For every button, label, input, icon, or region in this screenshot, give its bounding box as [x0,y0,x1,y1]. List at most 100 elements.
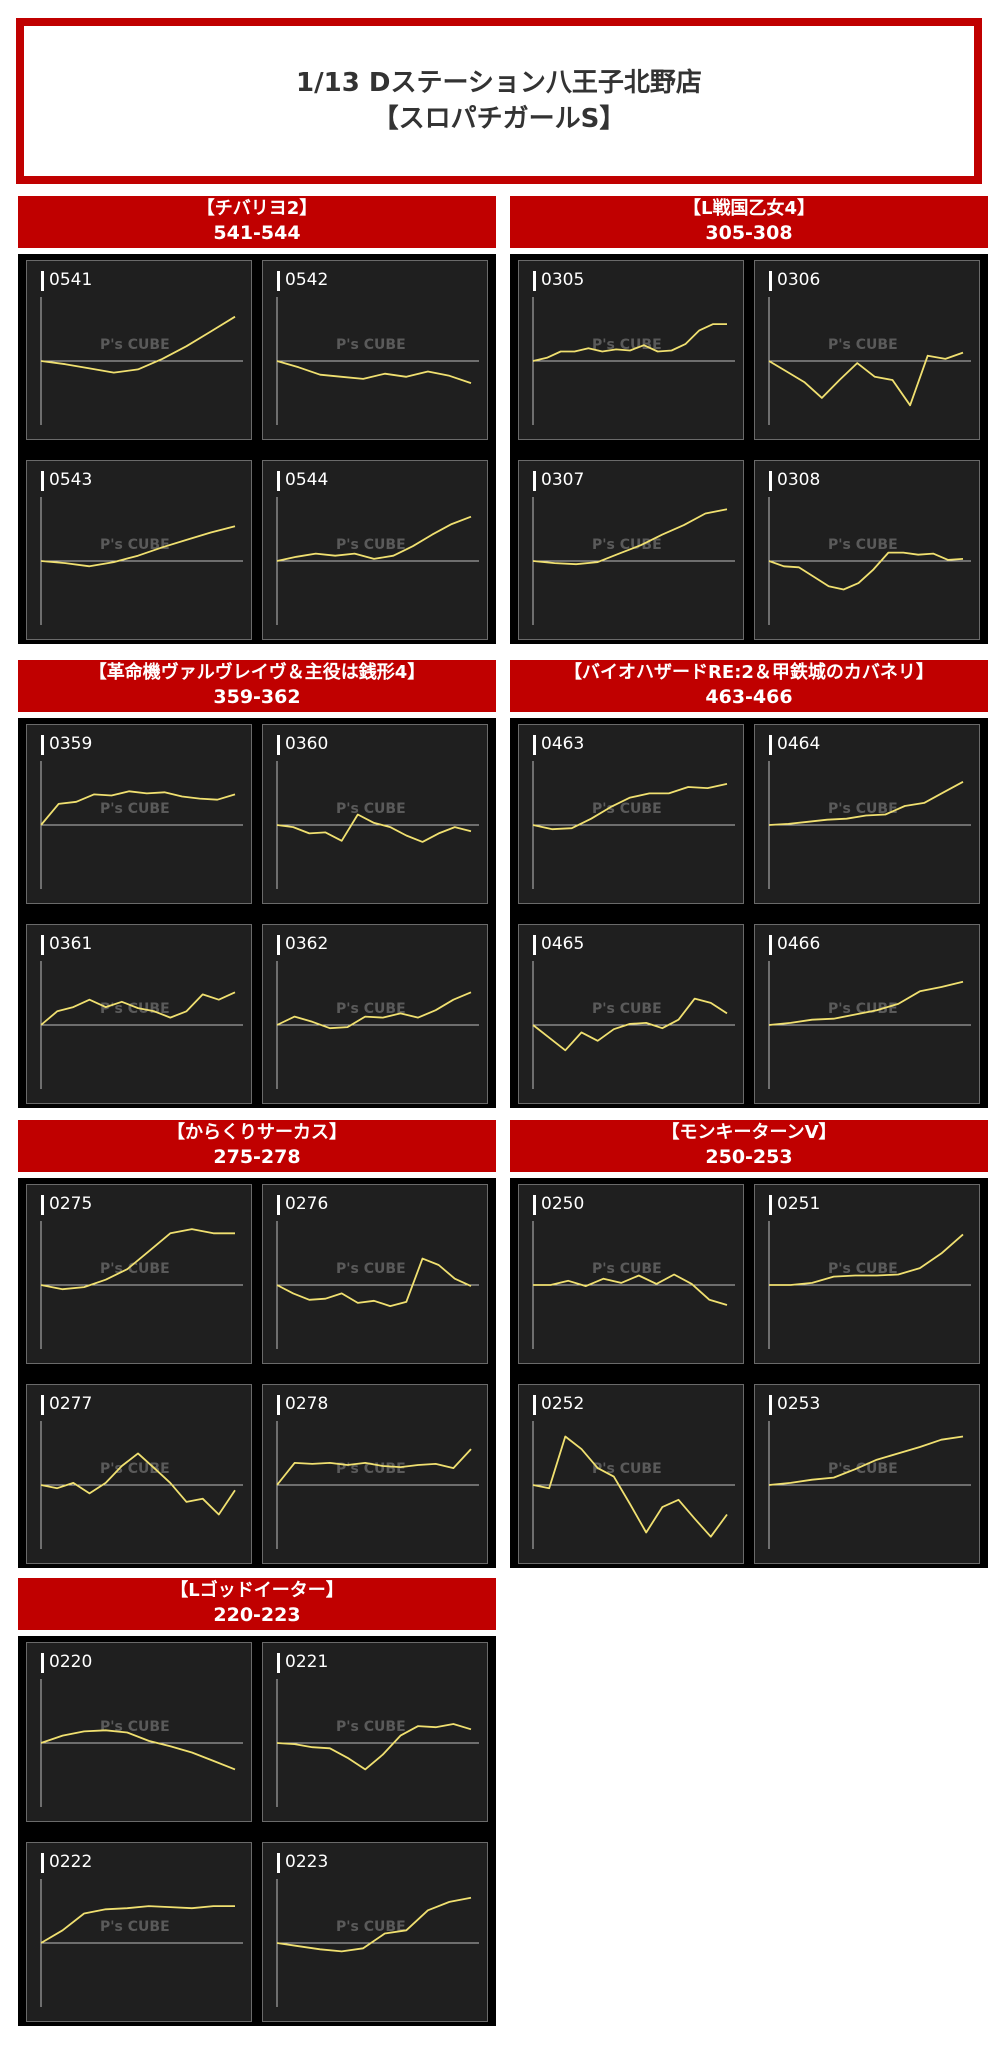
watermark-logo: P's CUBE [336,1719,406,1735]
machine-number: 0305 [541,270,585,290]
watermark-logo: P's CUBE [592,1001,662,1017]
group-range: 359-362 [213,686,301,708]
series-line-0359 [40,790,236,826]
group-name: 【チバリヨ2】 [196,198,318,219]
page-title-date-store: 1/13 Dステーション八王子北野店 [296,68,702,98]
watermark-logo: P's CUBE [336,1261,406,1277]
group-header: 【Lゴッドイーター】 220-223 [18,1578,496,1630]
slump-graph [40,1879,243,2007]
series-line-0463 [532,783,728,831]
panel-id-marker [769,471,772,491]
series-line-0541 [40,315,236,374]
slump-graph [532,961,735,1089]
watermark-logo: P's CUBE [100,337,170,353]
group-name: 【バイオハザードRE:2＆甲鉄城のカバネリ】 [564,662,934,683]
panel-id-marker [533,735,536,755]
series-line-0465 [532,997,728,1052]
series-line-0253 [768,1435,964,1486]
slump-graph [276,961,479,1089]
machine-chart-panel: 0278 P's CUBE [262,1384,488,1564]
machine-chart-panel: 0221 P's CUBE [262,1642,488,1822]
slump-graph [276,297,479,425]
slump-graph [276,1221,479,1349]
group-name: 【Lゴッドイーター】 [170,1580,344,1601]
group-panels: 0359 P's CUBE 0360 P's CUBE 0361 P's CUBE 0362… [18,718,496,1108]
slump-graph [768,1221,971,1349]
slump-graph [40,1679,243,1807]
group-name: 【モンキーターンⅤ】 [661,1122,837,1143]
series-line-0464 [768,781,964,826]
machine-chart-panel: 0306 P's CUBE [754,260,980,440]
panel-id-marker [277,271,280,291]
panel-id-marker [277,735,280,755]
slump-graph [40,497,243,625]
slump-graph [768,1421,971,1549]
machine-number: 0221 [285,1652,329,1672]
group-header: 【チバリヨ2】 541-544 [18,196,496,248]
machine-number: 0542 [285,270,329,290]
group-range: 250-253 [705,1146,793,1168]
series-line-0362 [276,991,472,1030]
panel-id-marker [41,735,44,755]
machine-group: 【Lゴッドイーター】 220-223 0220 P's CUBE 0221 P's CUB… [18,1578,496,2030]
watermark-logo: P's CUBE [336,1001,406,1017]
series-line-0308 [768,551,964,591]
slump-graph [768,497,971,625]
machine-number: 0251 [777,1194,821,1214]
slump-graph [532,297,735,425]
machine-number: 0276 [285,1194,329,1214]
machine-chart-panel: 0360 P's CUBE [262,724,488,904]
series-line-0221 [276,1723,472,1771]
watermark-logo: P's CUBE [100,801,170,817]
machine-chart-panel: 0464 P's CUBE [754,724,980,904]
machine-group: 【モンキーターンⅤ】 250-253 0250 P's CUBE 0251 P's CUB… [510,1120,988,1572]
panel-id-marker [277,935,280,955]
group-panels: 0220 P's CUBE 0221 P's CUBE 0222 P's CUBE 0223… [18,1636,496,2026]
panel-id-marker [769,735,772,755]
watermark-logo: P's CUBE [592,1261,662,1277]
slump-graph [40,761,243,889]
series-line-0466 [768,980,964,1026]
series-line-0277 [40,1452,236,1516]
machine-chart-panel: 0361 P's CUBE [26,924,252,1104]
series-line-0278 [276,1448,472,1486]
watermark-logo: P's CUBE [336,337,406,353]
panel-id-marker [769,271,772,291]
series-line-0252 [532,1435,728,1538]
machine-chart-panel: 0463 P's CUBE [518,724,744,904]
group-range: 275-278 [213,1146,301,1168]
series-line-0305 [532,323,727,362]
group-panels: 0463 P's CUBE 0464 P's CUBE 0465 P's CUBE 0466… [510,718,988,1108]
panel-id-marker [41,1395,44,1415]
slump-graph [532,1421,735,1549]
machine-number: 0464 [777,734,821,754]
machine-number: 0220 [49,1652,93,1672]
machine-number: 0541 [49,270,93,290]
group-header: 【からくりサーカス】 275-278 [18,1120,496,1172]
panel-id-marker [533,1395,536,1415]
slump-graph [40,1221,243,1349]
series-line-0544 [276,515,472,562]
watermark-logo: P's CUBE [592,1461,662,1477]
panel-id-marker [277,1195,280,1215]
watermark-logo: P's CUBE [592,801,662,817]
slump-graph [40,1421,243,1549]
panel-id-marker [41,1195,44,1215]
machine-number: 0463 [541,734,585,754]
slump-graph [276,1879,479,2007]
machine-number: 0466 [777,934,821,954]
machine-chart-panel: 0222 P's CUBE [26,1842,252,2022]
slump-graph [40,961,243,1089]
machine-group: 【チバリヨ2】 541-544 0541 P's CUBE 0542 P's CUBE 05… [18,196,496,648]
machine-number: 0278 [285,1394,329,1414]
group-header: 【革命機ヴァルヴレイヴ＆主役は銭形4】 359-362 [18,660,496,712]
machine-chart-panel: 0465 P's CUBE [518,924,744,1104]
panel-id-marker [769,935,772,955]
machine-number: 0253 [777,1394,821,1414]
series-line-0543 [40,525,236,568]
machine-number: 0359 [49,734,93,754]
machine-chart-panel: 0466 P's CUBE [754,924,980,1104]
slump-graph [532,1221,735,1349]
group-name: 【革命機ヴァルヴレイヴ＆主役は銭形4】 [88,662,426,683]
group-header: 【バイオハザードRE:2＆甲鉄城のカバネリ】 463-466 [510,660,988,712]
